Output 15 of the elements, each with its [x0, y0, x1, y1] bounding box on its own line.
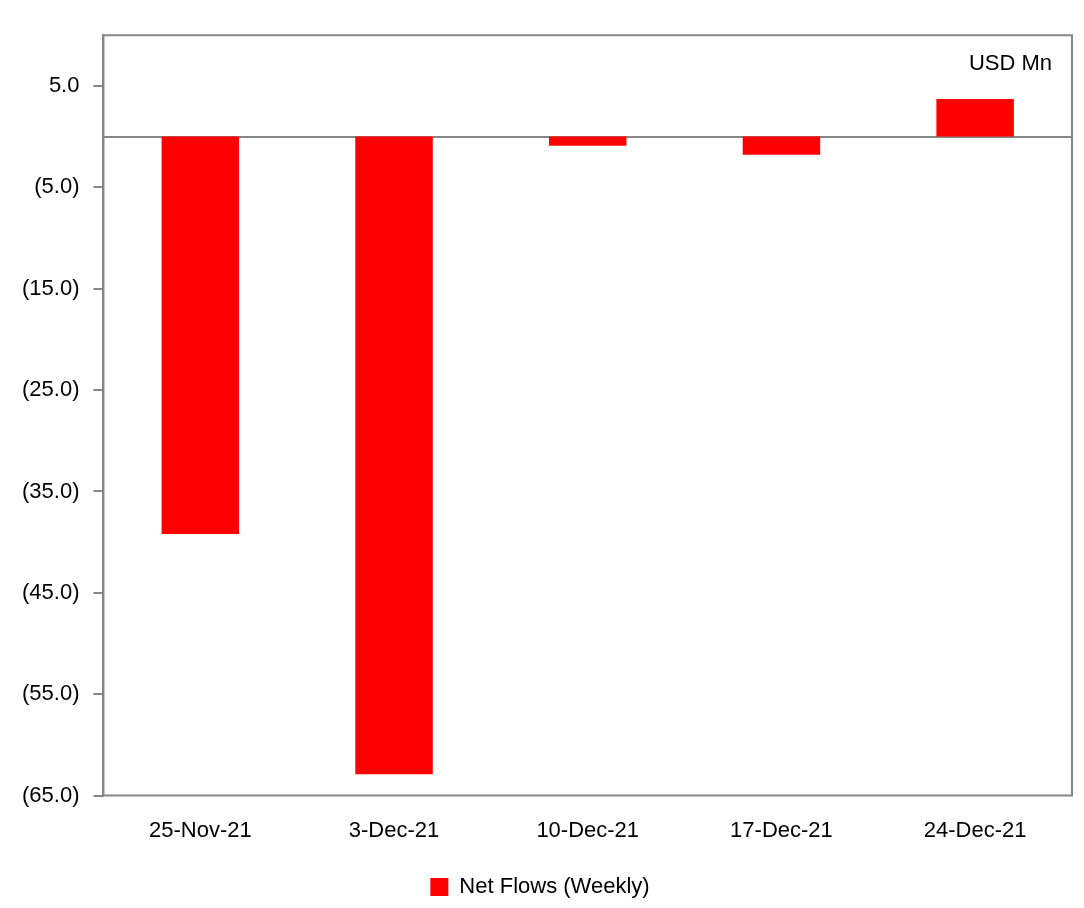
y-tick-label: (35.0) [21, 477, 80, 503]
y-tick-label: (25.0) [21, 376, 80, 402]
y-tick-label: (55.0) [21, 680, 80, 706]
x-tick-label: 25-Nov-21 [148, 816, 252, 842]
y-tick-label: (5.0) [34, 173, 80, 199]
x-tick-label: 3-Dec-21 [348, 816, 440, 842]
x-tick-label: 24-Dec-21 [923, 816, 1027, 842]
legend-label: Net Flows (Weekly) [459, 873, 650, 899]
x-tick-label: 17-Dec-21 [730, 816, 833, 842]
y-tick-label: 5.0 [48, 71, 80, 97]
y-tick-label: (65.0) [21, 781, 80, 807]
y-tick-label: (15.0) [21, 274, 80, 300]
annotation: USD Mn [968, 50, 1052, 76]
y-tick-label: (45.0) [21, 578, 80, 604]
x-tick-label: 10-Dec-21 [536, 816, 640, 842]
